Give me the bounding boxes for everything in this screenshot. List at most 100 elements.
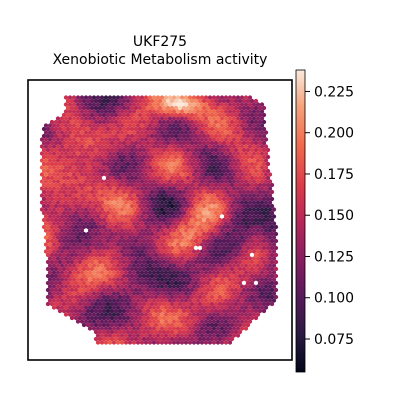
spot-point <box>79 130 85 135</box>
spot-point <box>125 161 131 167</box>
spot-point <box>151 284 157 289</box>
spot-point <box>127 263 133 268</box>
spot-point <box>129 280 135 286</box>
spot-point <box>165 175 171 181</box>
spot-point <box>171 207 177 212</box>
spot-point <box>55 284 61 289</box>
spot-point <box>265 245 271 251</box>
spot-point <box>229 105 235 111</box>
spot-point <box>61 112 67 118</box>
spot-point <box>205 119 211 125</box>
spot-point <box>211 256 217 261</box>
spot-point <box>123 144 129 149</box>
spot-point <box>99 214 105 219</box>
spot-point <box>193 231 199 237</box>
spot-point <box>61 280 67 286</box>
spot-point <box>173 126 179 132</box>
spot-point <box>45 273 51 279</box>
spot-point <box>249 161 255 167</box>
spot-point <box>111 277 117 282</box>
spot-point <box>233 112 239 118</box>
spot-point <box>173 273 179 279</box>
spot-point <box>127 158 133 163</box>
spot-point <box>121 119 127 125</box>
spot-point <box>237 168 243 174</box>
spot-point <box>49 259 55 265</box>
spot-point <box>213 287 219 293</box>
spot-point <box>163 221 169 226</box>
spot-point <box>63 102 69 107</box>
spot-point <box>105 168 111 174</box>
spot-point <box>67 165 73 170</box>
spot-point <box>143 326 149 331</box>
spot-point <box>141 161 147 167</box>
spot-point <box>53 252 59 258</box>
spot-point <box>91 249 97 254</box>
spot-point <box>49 217 55 223</box>
spot-point <box>239 221 245 226</box>
spot-point <box>79 249 85 254</box>
spot-point <box>141 147 147 153</box>
spot-point <box>89 154 95 160</box>
spot-point <box>151 193 157 198</box>
spot-point <box>59 228 65 233</box>
spot-point <box>241 308 247 314</box>
spot-point <box>83 228 89 233</box>
spot-point <box>261 294 267 300</box>
spot-point <box>89 126 95 132</box>
spot-point <box>195 200 201 205</box>
spot-point <box>121 231 127 237</box>
spot-point <box>253 175 259 181</box>
spot-point <box>41 161 47 167</box>
spot-point <box>101 294 107 300</box>
spot-point <box>265 287 271 293</box>
spot-point <box>181 280 187 286</box>
spot-point <box>47 200 53 205</box>
spot-point <box>193 329 199 335</box>
spot-point <box>193 259 199 265</box>
spot-point <box>121 140 127 146</box>
spot-point <box>177 105 183 111</box>
spot-point <box>271 228 277 233</box>
spot-point <box>159 137 165 142</box>
spot-point <box>49 175 55 181</box>
spot-point <box>133 273 139 279</box>
spot-point <box>189 322 195 328</box>
spot-point <box>105 217 111 223</box>
spot-point <box>193 224 199 230</box>
spot-point <box>79 263 85 268</box>
spot-point <box>69 140 75 146</box>
spot-point <box>111 284 117 289</box>
spot-point <box>209 252 215 258</box>
spot-point <box>43 123 49 128</box>
spot-point <box>87 123 93 128</box>
spot-point <box>55 249 61 254</box>
spot-point <box>165 224 171 230</box>
spot-point <box>147 326 153 331</box>
spot-point <box>173 224 179 230</box>
spot-point <box>147 221 153 226</box>
spot-point <box>101 322 107 328</box>
spot-point <box>169 112 175 118</box>
spot-point <box>87 305 93 310</box>
spot-point <box>151 235 157 240</box>
spot-point <box>239 102 245 107</box>
spot-point <box>143 263 149 268</box>
spot-point <box>151 326 157 331</box>
spot-point <box>117 266 123 272</box>
spot-point <box>211 207 217 212</box>
spot-point <box>125 105 131 111</box>
spot-point <box>259 158 265 163</box>
spot-point <box>51 207 57 212</box>
spot-point <box>179 200 185 205</box>
spot-point <box>131 277 137 282</box>
spot-point <box>79 151 85 156</box>
spot-point <box>245 147 251 153</box>
spot-point <box>75 277 81 282</box>
spot-point <box>193 308 199 314</box>
spot-point <box>143 158 149 163</box>
spot-point <box>105 140 111 146</box>
spot-point <box>263 263 269 268</box>
spot-point <box>129 112 135 118</box>
spot-point <box>181 266 187 272</box>
